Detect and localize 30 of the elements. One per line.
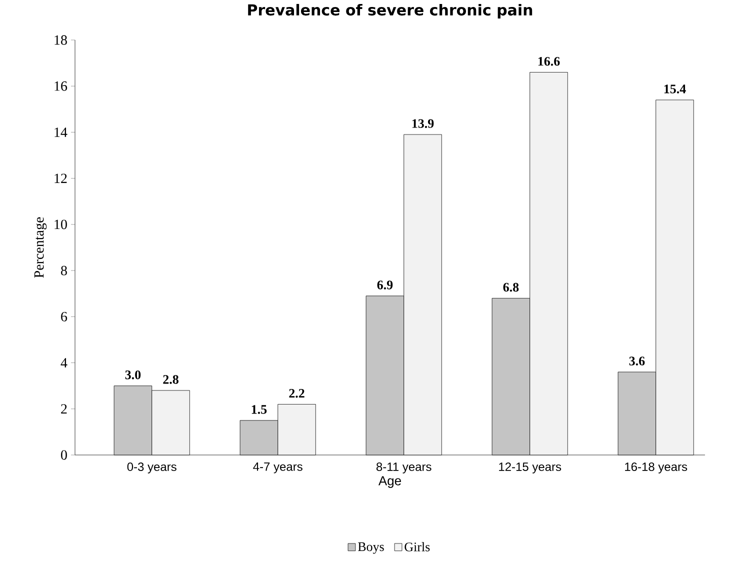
data-label: 6.8	[503, 282, 519, 292]
y-tick-label: 4	[60, 358, 68, 368]
legend-label: Boys	[358, 542, 384, 554]
data-label: 2.8	[163, 375, 178, 384]
y-axis-title: Percentage	[34, 217, 47, 278]
data-label: 16.6	[538, 56, 560, 66]
y-tick-label: 10	[54, 220, 67, 230]
y-tick-label: 6	[61, 312, 68, 322]
y-tick-label: 12	[54, 174, 67, 183]
data-label: 2.2	[289, 388, 304, 398]
chart-title: Prevalence of severe chronic pain	[248, 4, 532, 18]
data-label: 13.9	[412, 119, 434, 128]
x-tick-label: 0-3 years	[127, 462, 176, 474]
x-tick-label: 16-18 years	[625, 462, 688, 474]
x-tick-label: 12-15 years	[499, 462, 562, 474]
x-axis-title: Age	[378, 476, 401, 488]
data-label: 3.0	[125, 370, 141, 380]
legend-label: Girls	[404, 542, 430, 552]
x-tick-label: 8-11 years	[376, 462, 432, 474]
data-label: 6.9	[377, 280, 393, 290]
data-label: 15.4	[664, 84, 686, 94]
data-label: 1.5	[252, 405, 267, 414]
y-tick-label: 16	[54, 81, 68, 91]
y-tick-label: 14	[54, 128, 68, 137]
y-tick-label: 18	[54, 35, 67, 45]
data-label: 3.6	[629, 356, 645, 366]
y-tick-label: 2	[61, 404, 67, 414]
y-tick-label: 8	[61, 266, 67, 276]
x-tick-label: 4-7 years	[253, 462, 302, 474]
y-tick-label: 0	[61, 450, 67, 460]
